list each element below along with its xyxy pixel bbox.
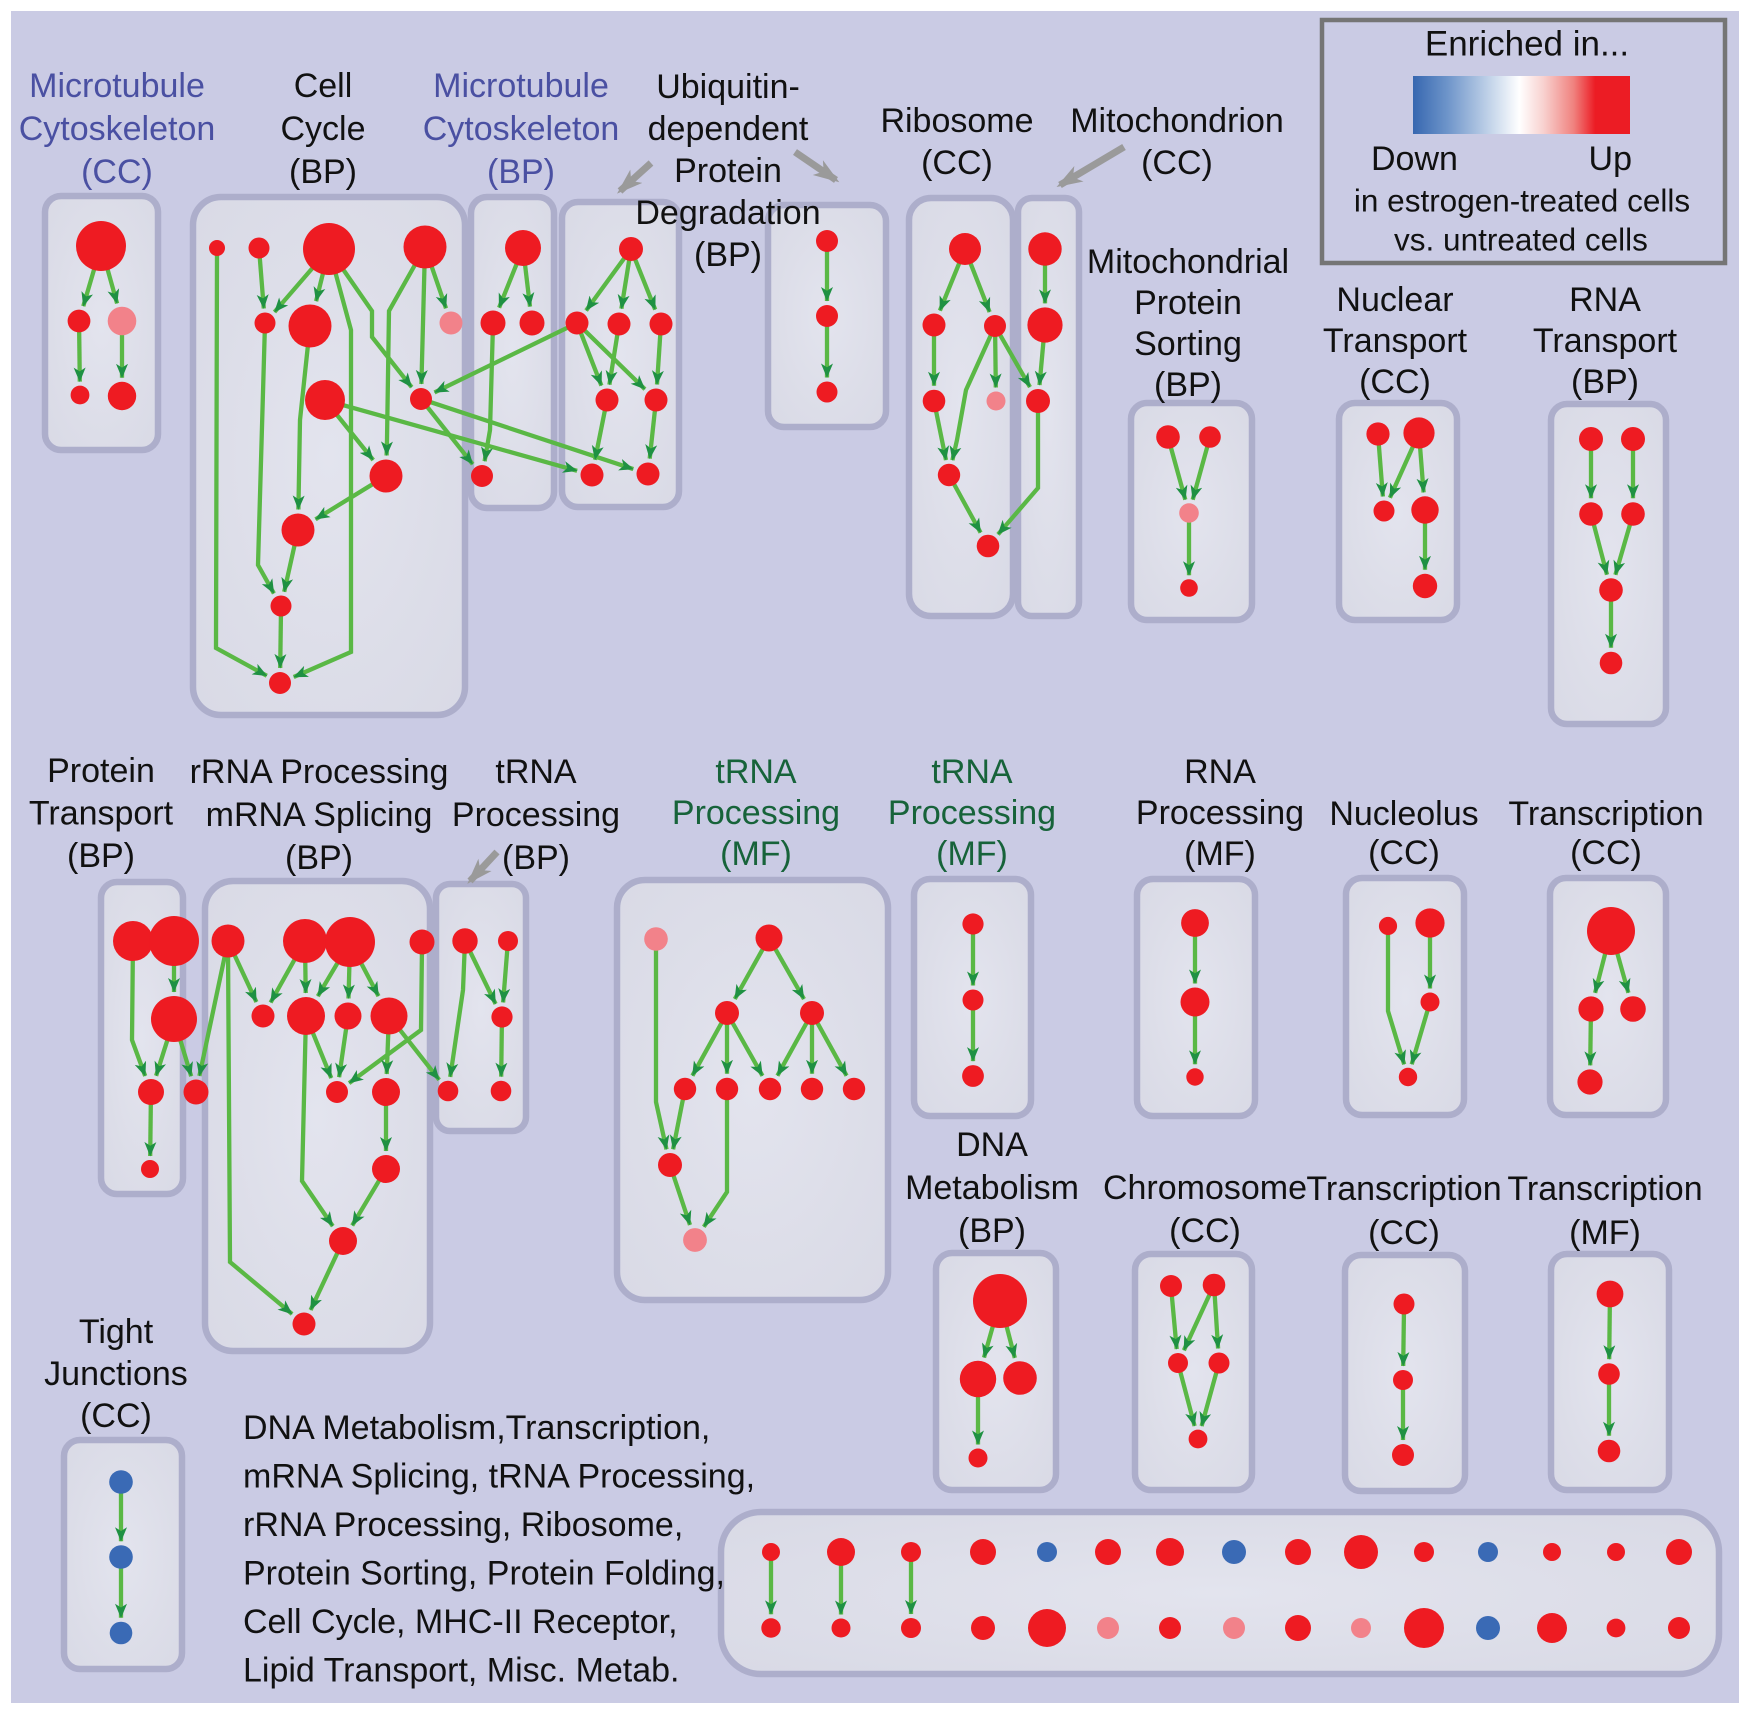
svg-text:(BP): (BP) bbox=[1571, 363, 1639, 401]
svg-text:Processing: Processing bbox=[672, 794, 840, 832]
svg-text:(BP): (BP) bbox=[502, 839, 570, 877]
svg-text:Degradation: Degradation bbox=[635, 194, 820, 232]
svg-text:Up: Up bbox=[1589, 140, 1632, 178]
svg-text:Lipid Transport, Misc. Metab.: Lipid Transport, Misc. Metab. bbox=[243, 1651, 680, 1689]
svg-text:Nuclear: Nuclear bbox=[1336, 281, 1453, 319]
svg-text:Transcription: Transcription bbox=[1508, 795, 1703, 833]
svg-text:Ubiquitin-: Ubiquitin- bbox=[656, 68, 800, 106]
svg-text:(MF): (MF) bbox=[1569, 1214, 1641, 1252]
svg-text:Microtubule: Microtubule bbox=[29, 67, 205, 105]
svg-text:Down: Down bbox=[1371, 140, 1458, 178]
svg-text:Cell Cycle, MHC-II Receptor,: Cell Cycle, MHC-II Receptor, bbox=[243, 1603, 678, 1641]
svg-text:Cell: Cell bbox=[294, 67, 353, 105]
svg-text:Processing: Processing bbox=[452, 796, 620, 834]
svg-text:(BP): (BP) bbox=[1154, 366, 1222, 404]
svg-text:(BP): (BP) bbox=[694, 236, 762, 274]
svg-text:Enriched in...: Enriched in... bbox=[1425, 24, 1629, 63]
svg-text:in estrogen-treated cells: in estrogen-treated cells bbox=[1354, 182, 1690, 218]
svg-text:mRNA Splicing: mRNA Splicing bbox=[206, 796, 433, 834]
svg-text:(CC): (CC) bbox=[81, 153, 153, 191]
svg-text:tRNA: tRNA bbox=[495, 753, 577, 791]
svg-text:Sorting: Sorting bbox=[1134, 325, 1242, 363]
svg-text:Transport: Transport bbox=[29, 794, 174, 832]
svg-text:(MF): (MF) bbox=[936, 835, 1008, 873]
svg-text:Transport: Transport bbox=[1533, 322, 1678, 360]
svg-text:Cytoskeleton: Cytoskeleton bbox=[19, 110, 216, 148]
svg-text:Cytoskeleton: Cytoskeleton bbox=[423, 110, 620, 148]
svg-text:(CC): (CC) bbox=[1169, 1212, 1241, 1250]
svg-text:(BP): (BP) bbox=[958, 1212, 1026, 1250]
svg-text:(BP): (BP) bbox=[285, 839, 353, 877]
svg-text:Processing: Processing bbox=[888, 794, 1056, 832]
svg-text:Junctions: Junctions bbox=[44, 1355, 188, 1393]
svg-text:Processing: Processing bbox=[1136, 794, 1304, 832]
svg-text:(MF): (MF) bbox=[720, 835, 792, 873]
svg-text:Protein: Protein bbox=[1134, 284, 1242, 322]
svg-text:Chromosome: Chromosome bbox=[1103, 1169, 1307, 1207]
svg-text:(CC): (CC) bbox=[1359, 363, 1431, 401]
svg-text:mRNA Splicing, tRNA Processing: mRNA Splicing, tRNA Processing, bbox=[243, 1457, 755, 1495]
svg-text:vs. untreated cells: vs. untreated cells bbox=[1394, 221, 1648, 257]
svg-text:(BP): (BP) bbox=[487, 153, 555, 191]
svg-text:(CC): (CC) bbox=[1570, 834, 1642, 872]
svg-text:(CC): (CC) bbox=[1368, 1214, 1440, 1252]
svg-text:rRNA Processing: rRNA Processing bbox=[190, 753, 449, 791]
svg-text:RNA: RNA bbox=[1184, 753, 1256, 791]
svg-text:Tight: Tight bbox=[79, 1313, 154, 1351]
svg-text:Protein: Protein bbox=[674, 152, 782, 190]
svg-text:Cycle: Cycle bbox=[280, 110, 365, 148]
svg-text:(BP): (BP) bbox=[289, 153, 357, 191]
svg-text:Transport: Transport bbox=[1323, 322, 1468, 360]
svg-text:Protein: Protein bbox=[47, 752, 155, 790]
svg-text:RNA: RNA bbox=[1569, 281, 1641, 319]
svg-text:rRNA Processing, Ribosome,: rRNA Processing, Ribosome, bbox=[243, 1506, 683, 1544]
svg-text:(CC): (CC) bbox=[921, 144, 993, 182]
svg-text:Transcription: Transcription bbox=[1306, 1170, 1501, 1208]
svg-text:(CC): (CC) bbox=[1141, 144, 1213, 182]
svg-text:Mitochondrial: Mitochondrial bbox=[1087, 243, 1289, 281]
svg-text:Nucleolus: Nucleolus bbox=[1329, 795, 1478, 833]
svg-text:Ribosome: Ribosome bbox=[880, 102, 1033, 140]
svg-text:(CC): (CC) bbox=[1368, 834, 1440, 872]
svg-text:DNA Metabolism,Transcription,: DNA Metabolism,Transcription, bbox=[243, 1409, 710, 1447]
svg-text:tRNA: tRNA bbox=[715, 753, 797, 791]
svg-text:Transcription: Transcription bbox=[1507, 1170, 1702, 1208]
svg-text:Protein Sorting, Protein Foldi: Protein Sorting, Protein Folding, bbox=[243, 1554, 725, 1592]
svg-text:DNA: DNA bbox=[956, 1126, 1028, 1164]
svg-text:tRNA: tRNA bbox=[931, 753, 1013, 791]
svg-text:Mitochondrion: Mitochondrion bbox=[1070, 102, 1284, 140]
svg-text:Metabolism: Metabolism bbox=[905, 1169, 1079, 1207]
svg-text:dependent: dependent bbox=[648, 110, 809, 148]
svg-text:(BP): (BP) bbox=[67, 837, 135, 875]
svg-text:Microtubule: Microtubule bbox=[433, 67, 609, 105]
svg-text:(CC): (CC) bbox=[80, 1397, 152, 1435]
svg-text:(MF): (MF) bbox=[1184, 835, 1256, 873]
